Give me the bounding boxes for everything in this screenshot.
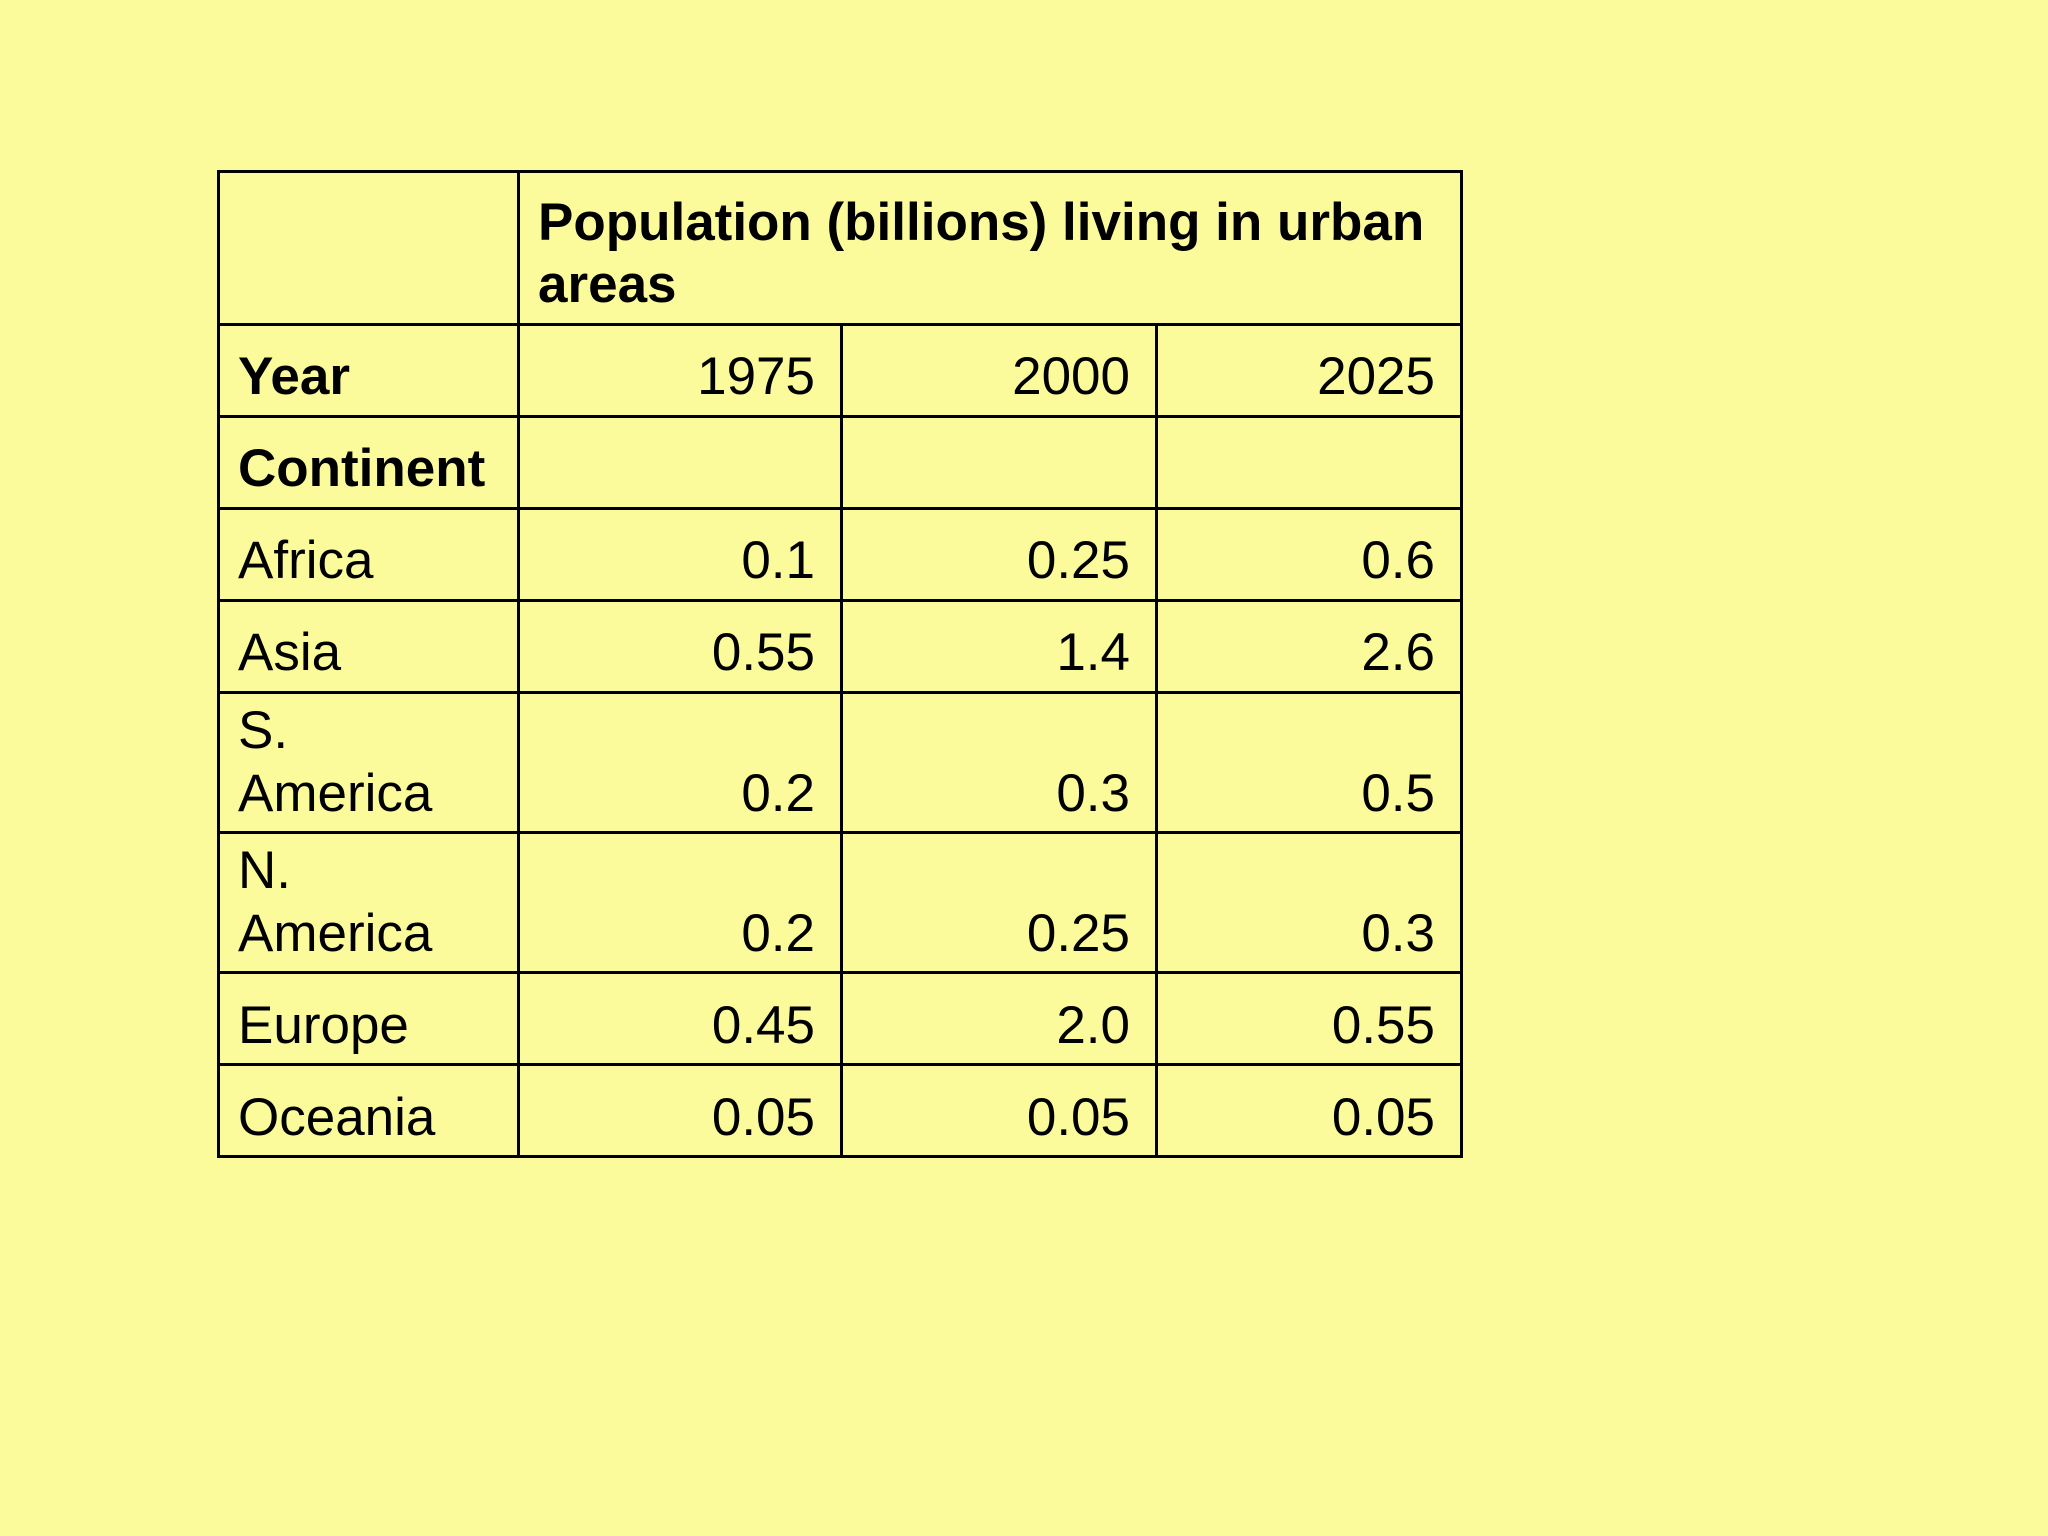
table-title: Population (billions) living in urban ar…: [517, 170, 1463, 326]
row-label: N. America: [217, 831, 520, 975]
value-cell: 0.05: [840, 1063, 1158, 1159]
year-column-2025: 2025: [1155, 323, 1463, 418]
table-row-s-america: S. America 0.2 0.3 0.5: [217, 690, 1463, 835]
table-row-n-america: N. America 0.2 0.25 0.3: [217, 831, 1463, 975]
table-title-row: Population (billions) living in urban ar…: [217, 170, 1463, 326]
value-cell: 0.45: [517, 971, 843, 1067]
table-row-oceania: Oceania 0.05 0.05 0.05: [217, 1063, 1463, 1159]
value-cell: 0.3: [1155, 831, 1463, 975]
value-cell: 0.25: [840, 507, 1158, 602]
value-cell: 0.3: [840, 690, 1158, 835]
value-cell: 0.6: [1155, 507, 1463, 602]
empty-cell: [840, 415, 1158, 510]
year-column-1975: 1975: [517, 323, 843, 418]
row-label: Asia: [217, 599, 520, 694]
value-cell: 1.4: [840, 599, 1158, 694]
population-table: Population (billions) living in urban ar…: [217, 170, 1463, 1159]
row-label: Europe: [217, 971, 520, 1067]
value-cell: 0.25: [840, 831, 1158, 975]
value-cell: 0.05: [1155, 1063, 1463, 1159]
row-label: S. America: [217, 690, 520, 835]
year-header-row: Year 1975 2000 2025: [217, 323, 1463, 418]
row-label: Oceania: [217, 1063, 520, 1159]
value-cell: 0.55: [1155, 971, 1463, 1067]
table-row-europe: Europe 0.45 2.0 0.55: [217, 971, 1463, 1067]
value-cell: 0.05: [517, 1063, 843, 1159]
value-cell: 2.0: [840, 971, 1158, 1067]
year-column-2000: 2000: [840, 323, 1158, 418]
value-cell: 2.6: [1155, 599, 1463, 694]
empty-cell: [517, 415, 843, 510]
value-cell: 0.1: [517, 507, 843, 602]
row-label: Africa: [217, 507, 520, 602]
continent-header-row: Continent: [217, 415, 1463, 510]
year-label: Year: [217, 323, 520, 418]
value-cell: 0.2: [517, 690, 843, 835]
continent-label: Continent: [217, 415, 520, 510]
table-row-asia: Asia 0.55 1.4 2.6: [217, 599, 1463, 694]
table-row-africa: Africa 0.1 0.25 0.6: [217, 507, 1463, 602]
value-cell: 0.55: [517, 599, 843, 694]
value-cell: 0.2: [517, 831, 843, 975]
blank-corner-cell: [217, 170, 520, 326]
empty-cell: [1155, 415, 1463, 510]
value-cell: 0.5: [1155, 690, 1463, 835]
